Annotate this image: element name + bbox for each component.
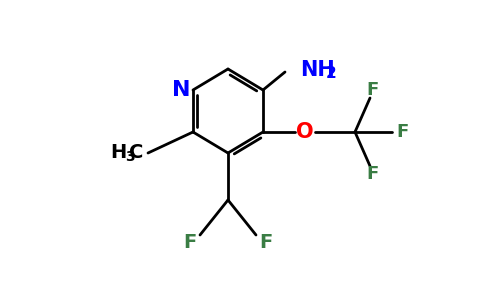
Text: F: F <box>397 123 409 141</box>
Text: H: H <box>110 143 126 163</box>
Text: F: F <box>259 232 272 251</box>
Text: C: C <box>129 143 143 163</box>
Text: N: N <box>172 80 190 100</box>
Text: O: O <box>296 122 314 142</box>
Text: F: F <box>183 232 197 251</box>
Text: 3: 3 <box>125 150 135 164</box>
Text: F: F <box>366 81 378 99</box>
Text: F: F <box>366 165 378 183</box>
Text: 2: 2 <box>326 67 337 82</box>
Text: NH: NH <box>300 60 335 80</box>
